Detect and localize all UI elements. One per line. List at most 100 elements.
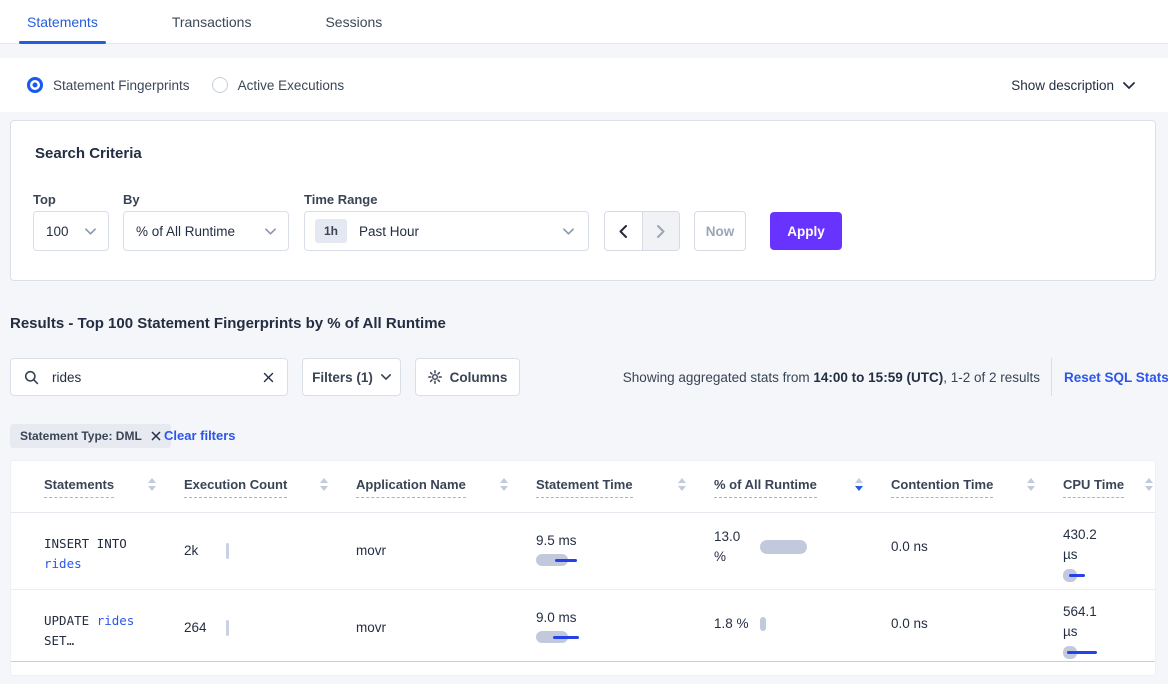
pct-runtime-value: 13.0 % xyxy=(714,529,741,564)
search-criteria-title: Search Criteria xyxy=(35,145,142,162)
pct-runtime-cell: 13.0 % xyxy=(714,513,891,575)
vertical-divider xyxy=(1051,358,1052,396)
column-header-statements[interactable]: Statements xyxy=(44,477,184,512)
column-header-contention-time[interactable]: Contention Time xyxy=(891,477,1063,512)
execution-count-cell: 264 xyxy=(184,590,356,661)
column-header-cpu-time[interactable]: CPU Time xyxy=(1063,477,1155,512)
radio-statement-fingerprints[interactable]: Statement Fingerprints xyxy=(27,77,190,93)
statement-text: INSERT INTO xyxy=(44,536,127,551)
column-header-execution-count[interactable]: Execution Count xyxy=(184,477,356,512)
apply-button-label: Apply xyxy=(787,223,825,239)
time-range-value: Past Hour xyxy=(359,223,420,239)
sort-icon xyxy=(1145,478,1153,491)
pct-runtime-bar xyxy=(760,617,766,631)
statement-time-cell: 9.0 ms xyxy=(536,590,714,661)
statement-text: UPDATE xyxy=(44,613,97,628)
cpu-time-bar xyxy=(1063,646,1109,659)
sort-icon xyxy=(1027,478,1035,491)
statement-time-value: 9.0 ms xyxy=(536,610,577,625)
statement-time-bar xyxy=(536,554,714,567)
execution-count-value: 264 xyxy=(184,620,207,635)
statement-time-value: 9.5 ms xyxy=(536,533,577,548)
statements-table: Statements Execution Count Application N… xyxy=(10,460,1156,676)
chevron-down-icon xyxy=(563,227,574,235)
search-input[interactable] xyxy=(50,368,263,386)
statement-search-box xyxy=(10,358,288,396)
contention-time-value: 0.0 ns xyxy=(891,539,928,554)
execution-count-bar xyxy=(226,620,229,636)
statement-text: SET… xyxy=(44,633,75,648)
sort-icon xyxy=(148,478,156,491)
application-name-value: movr xyxy=(356,620,386,635)
tab-statements[interactable]: Statements xyxy=(19,0,106,44)
column-header-label: % of All Runtime xyxy=(714,477,817,498)
chevron-down-icon xyxy=(265,227,276,235)
show-description-label: Show description xyxy=(1011,77,1114,93)
radio-icon xyxy=(27,77,43,93)
summary-prefix: Showing aggregated stats from xyxy=(622,370,814,385)
now-button[interactable]: Now xyxy=(694,211,746,251)
pct-runtime-bar xyxy=(760,540,807,554)
statement-fingerprint: UPDATE rides SET… xyxy=(44,611,162,651)
show-description-toggle[interactable]: Show description xyxy=(1011,78,1135,93)
cpu-time-cell: 564.1 µs xyxy=(1063,590,1155,661)
view-toggle-bar: Statement Fingerprints Active Executions… xyxy=(0,58,1168,112)
clear-search-icon[interactable] xyxy=(263,372,274,383)
column-header-pct-of-all-runtime[interactable]: % of All Runtime xyxy=(714,477,891,512)
sort-icon xyxy=(320,478,328,491)
statement-link[interactable]: rides xyxy=(96,613,135,628)
filter-chip-label: Statement Type: DML xyxy=(20,429,142,443)
now-button-label: Now xyxy=(705,223,735,239)
column-header-label: CPU Time xyxy=(1063,477,1125,498)
cpu-time-value: 430.2 µs xyxy=(1063,527,1097,562)
time-range-select[interactable]: 1h Past Hour xyxy=(304,211,589,251)
clear-filters-link[interactable]: Clear filters xyxy=(164,428,236,443)
table-row[interactable]: UPDATE rides SET… 264 movr 9.0 ms 1.8 % … xyxy=(11,589,1155,662)
page-tabs: Statements Transactions Sessions xyxy=(0,0,1168,44)
tab-sessions[interactable]: Sessions xyxy=(317,0,390,43)
contention-time-cell: 0.0 ns xyxy=(891,513,1063,589)
previous-time-range-button[interactable] xyxy=(605,212,642,250)
statement-time-bar xyxy=(536,631,714,644)
chevron-down-icon xyxy=(85,227,96,235)
column-header-label: Statement Time xyxy=(536,477,633,498)
reset-sql-stats-link[interactable]: Reset SQL Stats xyxy=(1064,370,1168,385)
cpu-time-cell: 430.2 µs xyxy=(1063,513,1155,589)
remove-filter-icon[interactable] xyxy=(151,431,161,441)
chevron-down-icon xyxy=(1123,81,1135,89)
column-header-application-name[interactable]: Application Name xyxy=(356,477,536,512)
time-range-stepper xyxy=(604,211,680,251)
next-time-range-button[interactable] xyxy=(641,212,679,250)
contention-time-cell: 0.0 ns xyxy=(891,590,1063,661)
application-name-cell: movr xyxy=(356,590,536,661)
chevron-right-icon xyxy=(656,224,665,238)
execution-count-bar xyxy=(226,543,229,559)
sort-icon xyxy=(678,478,686,491)
time-range-badge: 1h xyxy=(315,219,348,243)
table-row[interactable]: INSERT INTO rides 2k movr 9.5 ms 13.0 % … xyxy=(11,513,1155,589)
sort-icon xyxy=(500,478,508,491)
search-icon xyxy=(24,370,39,385)
top-select[interactable]: 100 xyxy=(33,211,109,251)
column-header-statement-time[interactable]: Statement Time xyxy=(536,477,714,512)
chevron-down-icon xyxy=(380,374,391,380)
execution-count-cell: 2k xyxy=(184,513,356,589)
filter-chip-statement-type: Statement Type: DML xyxy=(10,424,171,448)
statement-time-cell: 9.5 ms xyxy=(536,513,714,589)
filters-button[interactable]: Filters (1) xyxy=(302,358,401,396)
columns-button[interactable]: Columns xyxy=(415,358,520,396)
filters-button-label: Filters (1) xyxy=(312,369,373,385)
table-header-row: Statements Execution Count Application N… xyxy=(11,461,1155,513)
cpu-time-value: 564.1 µs xyxy=(1063,604,1097,639)
tab-label: Sessions xyxy=(325,13,383,30)
by-select[interactable]: % of All Runtime xyxy=(123,211,289,251)
tab-label: Transactions xyxy=(171,13,252,30)
tab-transactions[interactable]: Transactions xyxy=(164,0,260,43)
column-header-label: Application Name xyxy=(356,477,466,498)
summary-time-range: 14:00 to 15:59 (UTC) xyxy=(813,370,944,385)
summary-count: , 1-2 of 2 results xyxy=(943,370,1040,385)
radio-label: Active Executions xyxy=(237,77,345,93)
statement-link[interactable]: rides xyxy=(44,556,82,571)
apply-button[interactable]: Apply xyxy=(770,212,842,250)
radio-active-executions[interactable]: Active Executions xyxy=(211,77,345,93)
